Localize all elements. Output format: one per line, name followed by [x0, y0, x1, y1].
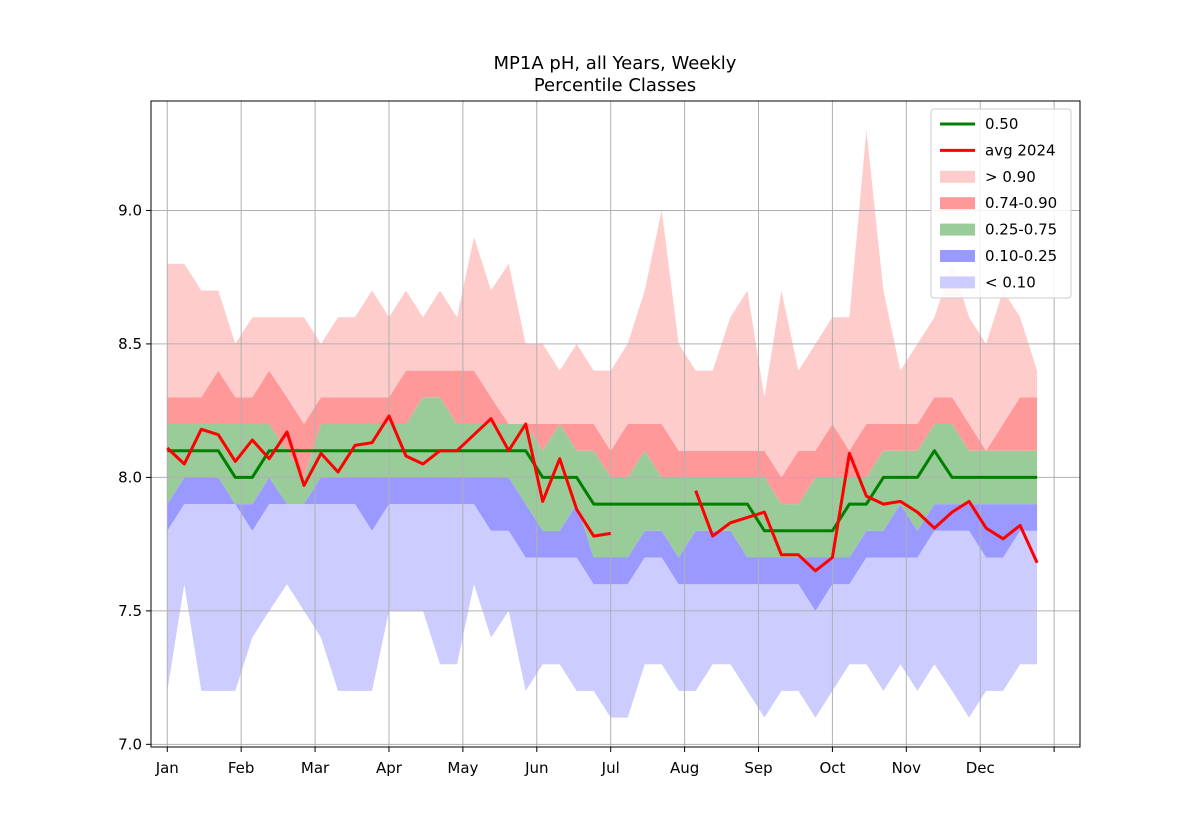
avg-2024-line — [694, 451, 1039, 573]
x-axis: Jan Feb Mar Apr May Jun Jul Aug Sep Oct Nov Dec — [155, 747, 1055, 777]
x-tick-label: Jan — [155, 759, 179, 777]
chart-subtitle: Percentile Classes — [534, 75, 696, 96]
median-line — [167, 449, 1038, 533]
legend-patch-swatch — [940, 197, 975, 210]
legend: 0.50 avg 2024 > 0.90 0.74-0.90 0.25-0.75 0.10… — [930, 108, 1072, 299]
legend-label: 0.74-0.90 — [985, 194, 1057, 212]
x-tick-label: Oct — [819, 759, 845, 777]
x-tick-label: Mar — [301, 759, 330, 777]
legend-label: < 0.10 — [985, 273, 1036, 291]
y-axis: 7.0 7.5 8.0 8.5 9.0 — [118, 201, 151, 753]
band-above-0-90 — [167, 130, 1038, 478]
x-tick-label: Apr — [376, 759, 403, 777]
legend-label: 0.50 — [985, 115, 1018, 133]
x-tick-label: Aug — [670, 759, 699, 777]
x-tick-label: May — [447, 759, 478, 777]
y-tick-label: 7.5 — [118, 602, 142, 620]
y-tick-label: 8.0 — [118, 468, 142, 486]
legend-label: > 0.90 — [985, 168, 1036, 186]
y-tick-label: 7.0 — [118, 735, 142, 753]
legend-patch-swatch — [940, 223, 975, 236]
y-tick-label: 8.5 — [118, 335, 142, 353]
grid-lines — [151, 101, 1080, 747]
x-tick-label: Sep — [744, 759, 772, 777]
legend-patch-swatch — [940, 250, 975, 262]
data-lines — [166, 414, 1039, 573]
avg-2024-line — [166, 414, 611, 538]
y-tick-label: 9.0 — [118, 201, 142, 219]
legend-label: avg 2024 — [985, 141, 1056, 159]
legend-patch-swatch — [940, 276, 975, 289]
legend-label: 0.25-0.75 — [985, 221, 1057, 239]
x-tick-label: Nov — [892, 759, 921, 777]
legend-patch-swatch — [940, 170, 975, 183]
plot-frame — [150, 100, 1081, 748]
x-tick-label: Feb — [228, 759, 255, 777]
legend-label: 0.10-0.25 — [985, 247, 1057, 265]
chart-titles: MP1A pH, all Years, Weekly Percentile Cl… — [494, 53, 737, 96]
x-tick-label: Dec — [966, 759, 995, 777]
x-tick-label: Jun — [524, 759, 548, 777]
chart-title: MP1A pH, all Years, Weekly — [494, 53, 737, 74]
x-tick-label: Jul — [601, 759, 620, 777]
band-0-10-0-25 — [167, 477, 1038, 611]
